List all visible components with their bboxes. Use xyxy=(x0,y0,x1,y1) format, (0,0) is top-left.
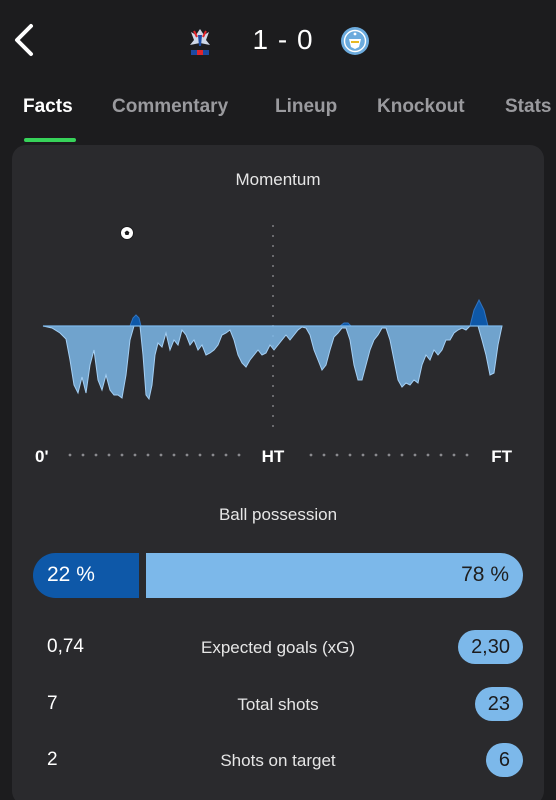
momentum-away-area xyxy=(42,325,503,401)
possession-home-label: 22 % xyxy=(47,563,95,586)
tab-commentary[interactable]: Commentary xyxy=(112,96,229,117)
crystal-palace-crest-icon xyxy=(190,29,210,55)
momentum-home-area xyxy=(129,314,142,327)
possession-title: Ball possession xyxy=(218,505,338,524)
manchester-city-crest-icon xyxy=(341,27,369,55)
momentum-home-area-3 xyxy=(469,298,489,327)
back-arrow-icon[interactable] xyxy=(10,20,40,60)
stat-home-value: 7 xyxy=(47,693,58,714)
possession-home-segment: 22 % xyxy=(33,553,139,598)
momentum-graph: 0' HT FT xyxy=(35,225,513,466)
momentum-title: Momentum xyxy=(235,170,321,189)
stat-home-value: 0,74 xyxy=(47,636,84,657)
stat-row-total-shots: 7 Total shots 23 xyxy=(0,687,556,723)
stat-away-value: 23 xyxy=(474,687,523,721)
tab-lineup[interactable]: Lineup xyxy=(275,96,338,117)
possession-away-segment: 78 % xyxy=(146,553,523,598)
stat-label: Expected goals (xG) xyxy=(200,638,355,657)
facts-card xyxy=(12,145,544,800)
tab-knockout[interactable]: Knockout xyxy=(377,96,465,117)
active-tab-indicator xyxy=(24,138,76,142)
timeline-dots xyxy=(68,453,469,457)
timeline-end-label: FT xyxy=(491,447,512,466)
possession-away-label: 78 % xyxy=(461,563,509,586)
tab-stats[interactable]: Stats xyxy=(505,96,552,117)
stat-away-value: 2,30 xyxy=(458,630,523,664)
timeline-start-label: 0' xyxy=(35,447,49,466)
stat-label: Shots on target xyxy=(220,751,336,770)
match-score: 1 - 0 xyxy=(252,24,314,55)
possession-bar: 22 % 78 % xyxy=(33,553,523,598)
match-header: 1 - 0 xyxy=(0,0,556,82)
tab-facts[interactable]: Facts xyxy=(23,96,73,117)
stat-away-value: 6 xyxy=(485,743,523,777)
stat-home-value: 2 xyxy=(47,749,58,770)
tab-bar: Facts Commentary Lineup Knockout Stats xyxy=(0,88,556,144)
timeline-half-label: HT xyxy=(262,447,285,466)
football-icon xyxy=(120,226,134,240)
stat-row-xg: 0,74 Expected goals (xG) 2,30 xyxy=(0,630,556,666)
stat-row-shots-on-target: 2 Shots on target 6 xyxy=(0,743,556,779)
stat-label: Total shots xyxy=(237,695,319,714)
